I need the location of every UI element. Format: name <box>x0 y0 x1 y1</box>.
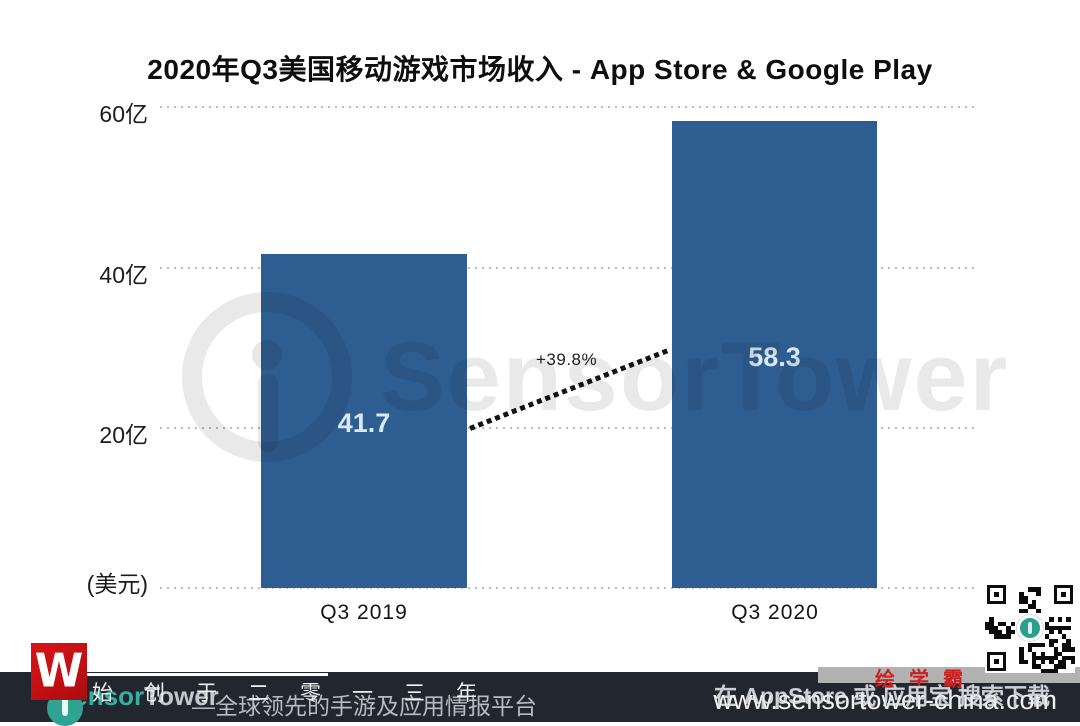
footer-website: www.sensortower-china.com <box>713 685 1057 715</box>
footer-brand-tower: Tower <box>144 681 219 711</box>
footer-founded-text: 始创于二零一三年 <box>92 682 508 705</box>
gridline-60 <box>160 106 977 108</box>
w-logo-letter: W <box>34 644 84 698</box>
qr-finder-icon <box>987 585 1006 604</box>
growth-percentage-label: +39.8% <box>536 350 598 369</box>
y-axis-tick-60: 60亿 <box>99 101 148 127</box>
y-axis-tick-40: 40亿 <box>99 262 148 288</box>
x-axis-label-q3-2020: Q3 2020 <box>731 601 819 624</box>
qr-center-logo-icon <box>1017 615 1043 641</box>
y-axis-tick-20: 20亿 <box>99 422 148 448</box>
qr-finder-icon <box>1054 585 1073 604</box>
footer-app-store-hint: 在 AppStore 或 应用宝 搜索下载 <box>713 683 1050 709</box>
page-title: 2020年Q3美国移动游戏市场收入 - App Store & Google P… <box>147 54 933 85</box>
y-axis-unit-label: (美元) <box>86 571 148 597</box>
footer-tagline: —全球领先的手游及应用情报平台 <box>192 693 537 719</box>
w-logo: W <box>31 643 87 700</box>
footer-underline <box>84 673 328 676</box>
bar-value-q3-2020: 58.3 <box>748 342 801 372</box>
qr-finder-icon <box>987 652 1006 671</box>
gridline-20 <box>160 427 977 429</box>
x-axis-label-q3-2019: Q3 2019 <box>320 601 408 624</box>
huixueba-badge: 绘学霸 <box>875 669 977 691</box>
bar-q3-2019 <box>261 254 467 588</box>
bar-value-q3-2019: 41.7 <box>337 408 391 438</box>
bar-q3-2020 <box>672 121 877 588</box>
gridline-40 <box>160 267 977 269</box>
gridline-baseline <box>160 587 977 589</box>
qr-code <box>985 583 1075 673</box>
